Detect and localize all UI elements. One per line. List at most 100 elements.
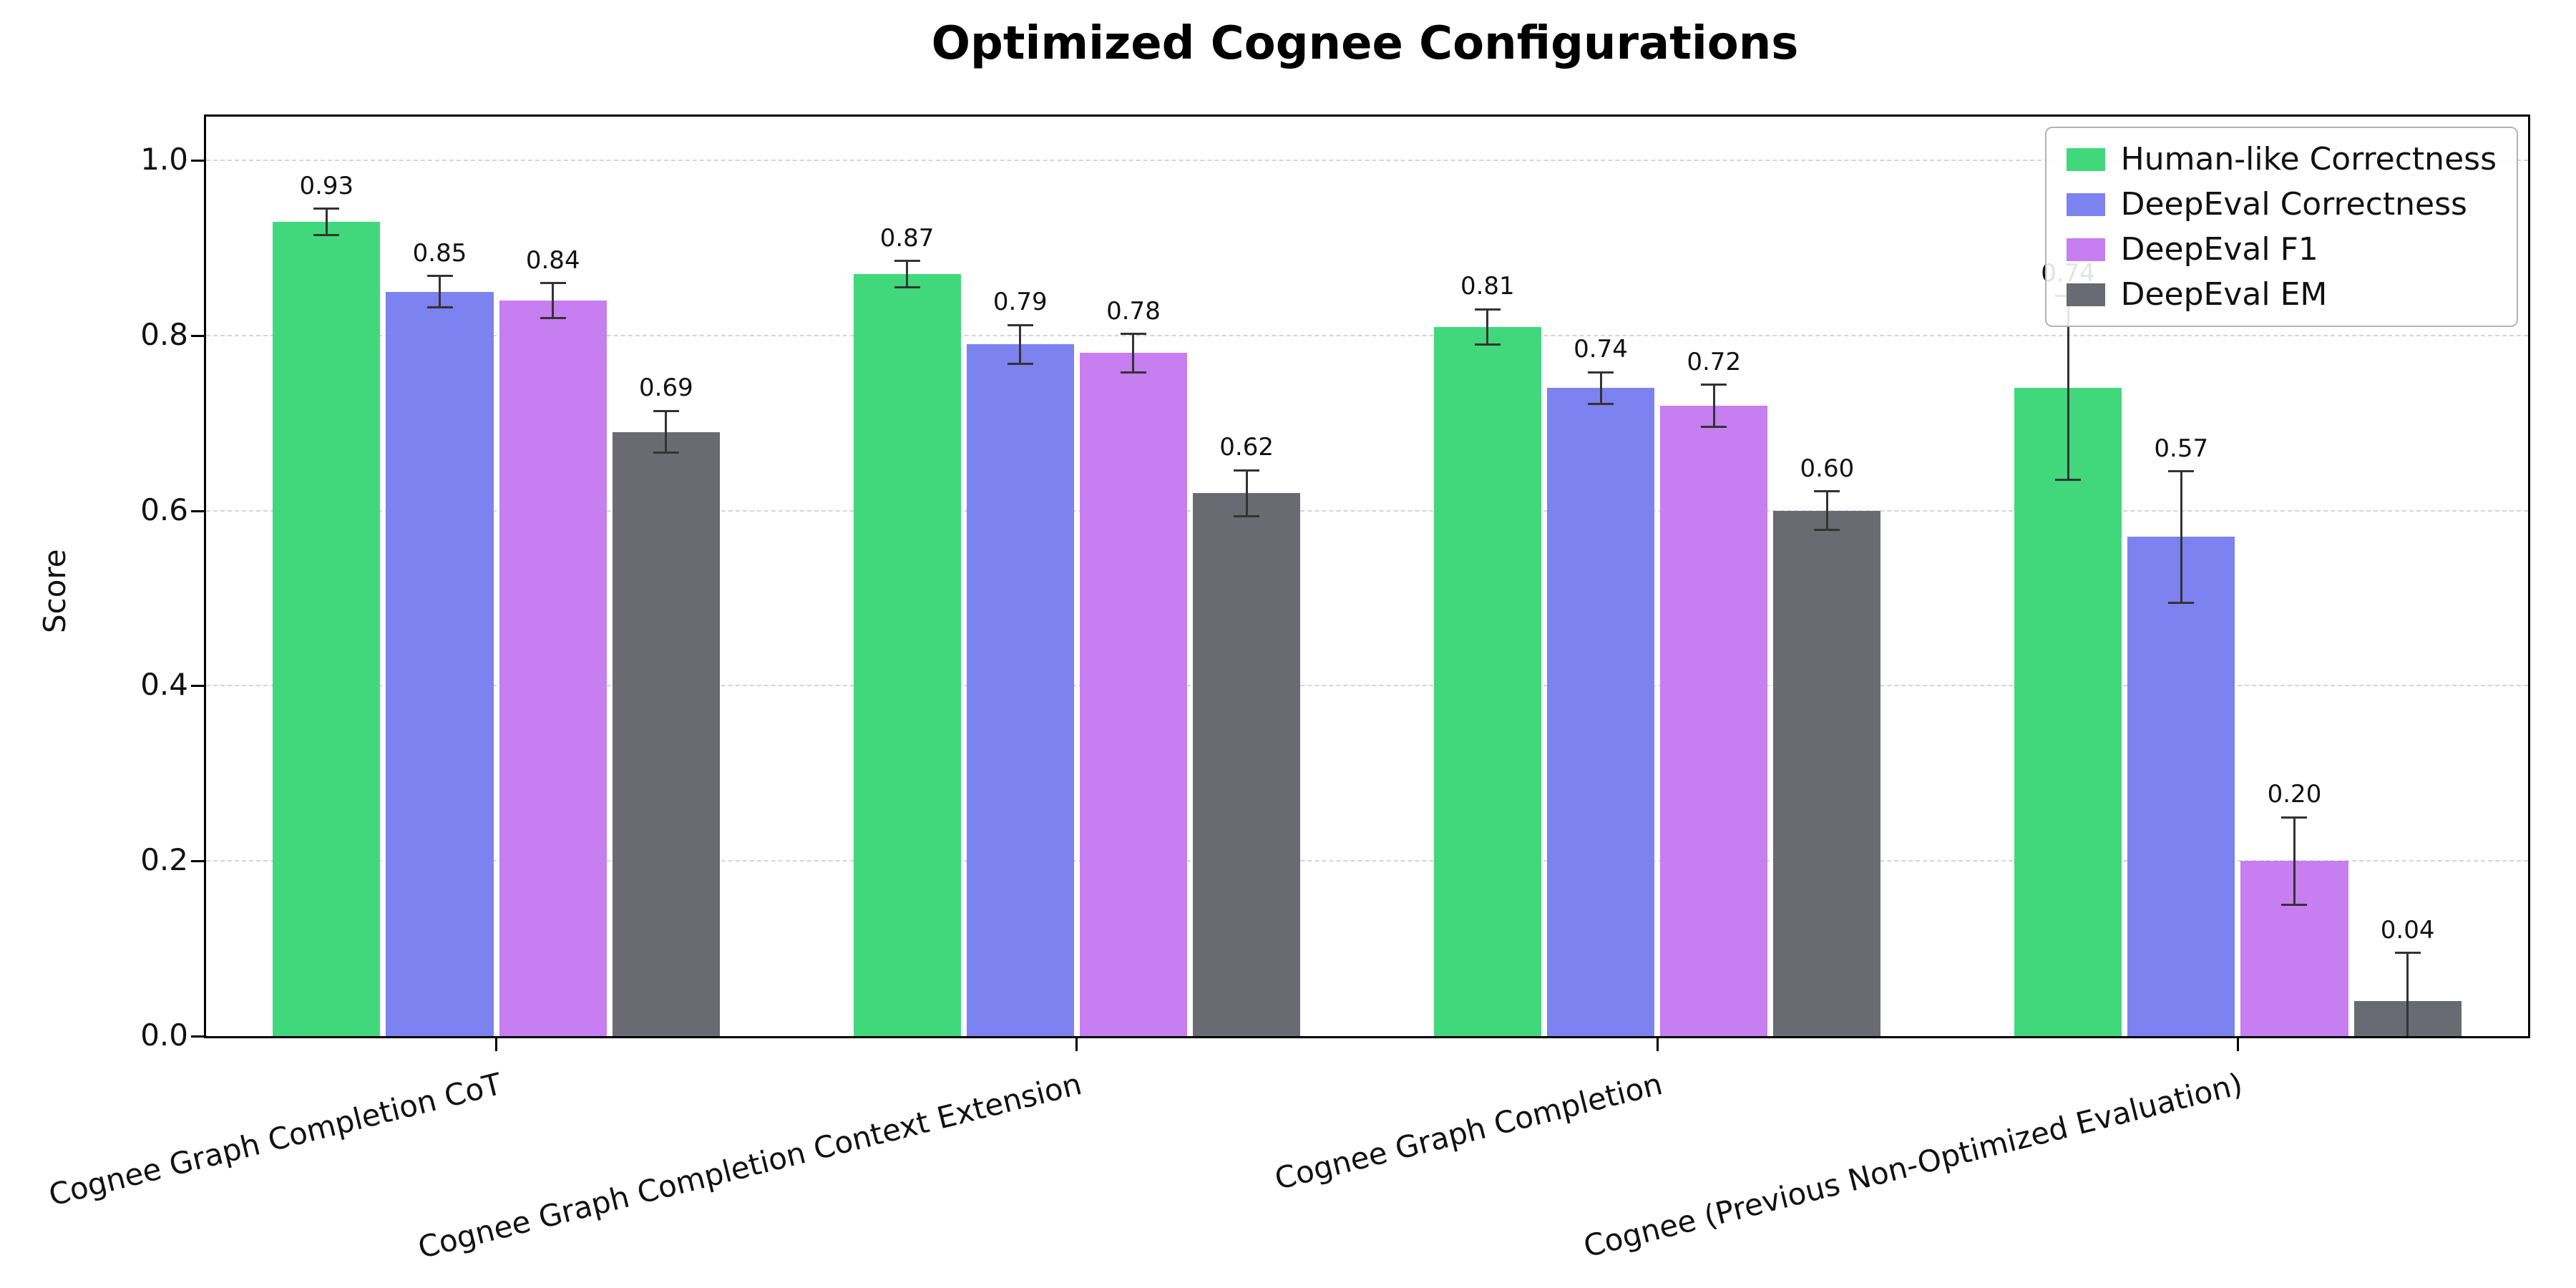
- x-tick-mark: [2236, 1038, 2239, 1051]
- y-tick-mark: [191, 1035, 204, 1038]
- error-bar-cap-bottom: [1474, 343, 1501, 346]
- x-tick-mark: [1656, 1038, 1659, 1051]
- error-bar: [906, 260, 909, 288]
- bar: [966, 344, 1074, 1036]
- bar-value-label: 0.74: [1574, 335, 1628, 364]
- error-bar-cap-bottom: [1701, 425, 1727, 428]
- bar: [2014, 388, 2122, 1036]
- bar: [499, 301, 607, 1036]
- y-tick-label: 0.6: [140, 492, 188, 527]
- bar-value-label: 0.04: [2380, 915, 2435, 945]
- legend-label: DeepEval F1: [2120, 231, 2318, 268]
- error-bar: [439, 275, 441, 308]
- bar-value-label: 0.84: [525, 245, 580, 275]
- error-bar-cap-top: [313, 208, 340, 210]
- error-bar: [665, 411, 668, 453]
- error-bar-cap-bottom: [894, 286, 920, 289]
- y-tick-label: 0.4: [140, 667, 188, 703]
- bar: [612, 431, 720, 1036]
- legend-item: DeepEval Correctness: [2066, 186, 2497, 223]
- x-category-label: Cognee Graph Completion CoT: [44, 1066, 505, 1213]
- x-category-label: Cognee (Previous Non-Optimized Evaluatio…: [1580, 1066, 2247, 1264]
- bar-value-label: 0.69: [639, 374, 693, 403]
- legend-swatch: [2066, 192, 2105, 216]
- legend: Human-like Correctness DeepEval Correctne…: [2044, 127, 2518, 327]
- error-bar-cap-bottom: [1234, 514, 1260, 517]
- error-bar: [552, 283, 555, 318]
- plot-area: 0.93 0.85 0.84 0.69 0.87 0.79 0.78 0.62 0.81 0.74…: [204, 114, 2530, 1038]
- y-tick-label: 1.0: [140, 142, 188, 177]
- error-bar-cap-bottom: [2168, 601, 2195, 604]
- gridline: [206, 334, 2528, 336]
- error-bar-cap-top: [1474, 308, 1501, 311]
- error-bar-cap-top: [2394, 952, 2421, 955]
- x-tick-mark: [495, 1038, 498, 1051]
- legend-swatch: [2066, 283, 2105, 306]
- error-bar-cap-top: [2281, 816, 2308, 819]
- bar: [853, 274, 961, 1036]
- error-bar-cap-top: [1588, 371, 1614, 374]
- x-category-label: Cognee Graph Completion: [1271, 1066, 1666, 1197]
- error-bar-cap-top: [894, 260, 920, 263]
- error-bar: [1599, 372, 1602, 404]
- bar-value-label: 0.72: [1687, 347, 1742, 376]
- gridline: [206, 685, 2528, 687]
- y-tick-mark: [191, 685, 204, 688]
- bar-value-label: 0.93: [299, 171, 354, 200]
- error-bar-cap-bottom: [1120, 371, 1146, 374]
- bar-value-label: 0.60: [1800, 454, 1855, 483]
- y-tick-mark: [191, 160, 204, 162]
- error-bar-cap-top: [1007, 323, 1033, 326]
- y-tick-mark: [191, 860, 204, 863]
- error-bar: [2293, 817, 2296, 905]
- bar: [1433, 326, 1541, 1036]
- error-bar-cap-bottom: [1007, 362, 1033, 365]
- bar-value-label: 0.79: [992, 288, 1048, 317]
- bar-value-label: 0.20: [2267, 780, 2322, 809]
- legend-item: DeepEval EM: [2066, 276, 2497, 313]
- error-bar-cap-bottom: [313, 233, 340, 236]
- x-category-label: Cognee Graph Completion Context Extensio…: [414, 1066, 1085, 1266]
- error-bar: [1825, 491, 1828, 530]
- error-bar-cap-top: [653, 409, 679, 412]
- error-bar: [1019, 325, 1022, 364]
- bar-value-label: 0.87: [879, 223, 935, 253]
- y-tick-mark: [191, 334, 204, 337]
- error-bar-cap-bottom: [1814, 529, 1840, 532]
- error-bar-cap-top: [426, 275, 453, 278]
- bar-value-label: 0.57: [2154, 434, 2209, 463]
- error-bar-cap-bottom: [540, 316, 566, 319]
- y-axis-label: Score: [37, 549, 72, 633]
- error-bar-cap-bottom: [2281, 903, 2308, 906]
- y-tick-label: 0.8: [140, 316, 188, 352]
- error-bar: [1712, 384, 1715, 427]
- chart-title: Optimized Cognee Configurations: [931, 17, 1799, 70]
- x-tick-mark: [1075, 1038, 1078, 1051]
- bar: [2127, 537, 2235, 1036]
- legend-label: Human-like Correctness: [2120, 141, 2497, 177]
- gridline: [206, 509, 2528, 512]
- y-tick-label: 0.2: [140, 842, 188, 878]
- error-bar: [2406, 952, 2409, 1036]
- error-bar-cap-bottom: [2055, 479, 2082, 482]
- error-bar: [325, 208, 328, 235]
- legend-label: DeepEval EM: [2120, 276, 2328, 313]
- legend-item: Human-like Correctness: [2066, 141, 2497, 177]
- legend-swatch: [2066, 238, 2105, 261]
- gridline: [206, 860, 2528, 862]
- error-bar-cap-bottom: [426, 306, 453, 309]
- error-bar-cap-top: [1814, 490, 1840, 493]
- bar: [1546, 388, 1655, 1036]
- legend-swatch: [2066, 147, 2105, 171]
- legend-item: DeepEval F1: [2066, 231, 2497, 268]
- y-tick-mark: [191, 509, 204, 512]
- bar: [1773, 510, 1881, 1036]
- bar: [1193, 493, 1301, 1036]
- bar: [273, 221, 381, 1036]
- bar-value-label: 0.81: [1460, 272, 1515, 301]
- error-bar: [1245, 470, 1248, 517]
- error-bar-cap-bottom: [1588, 402, 1614, 405]
- bar-value-label: 0.85: [412, 238, 467, 268]
- bar: [1660, 405, 1768, 1036]
